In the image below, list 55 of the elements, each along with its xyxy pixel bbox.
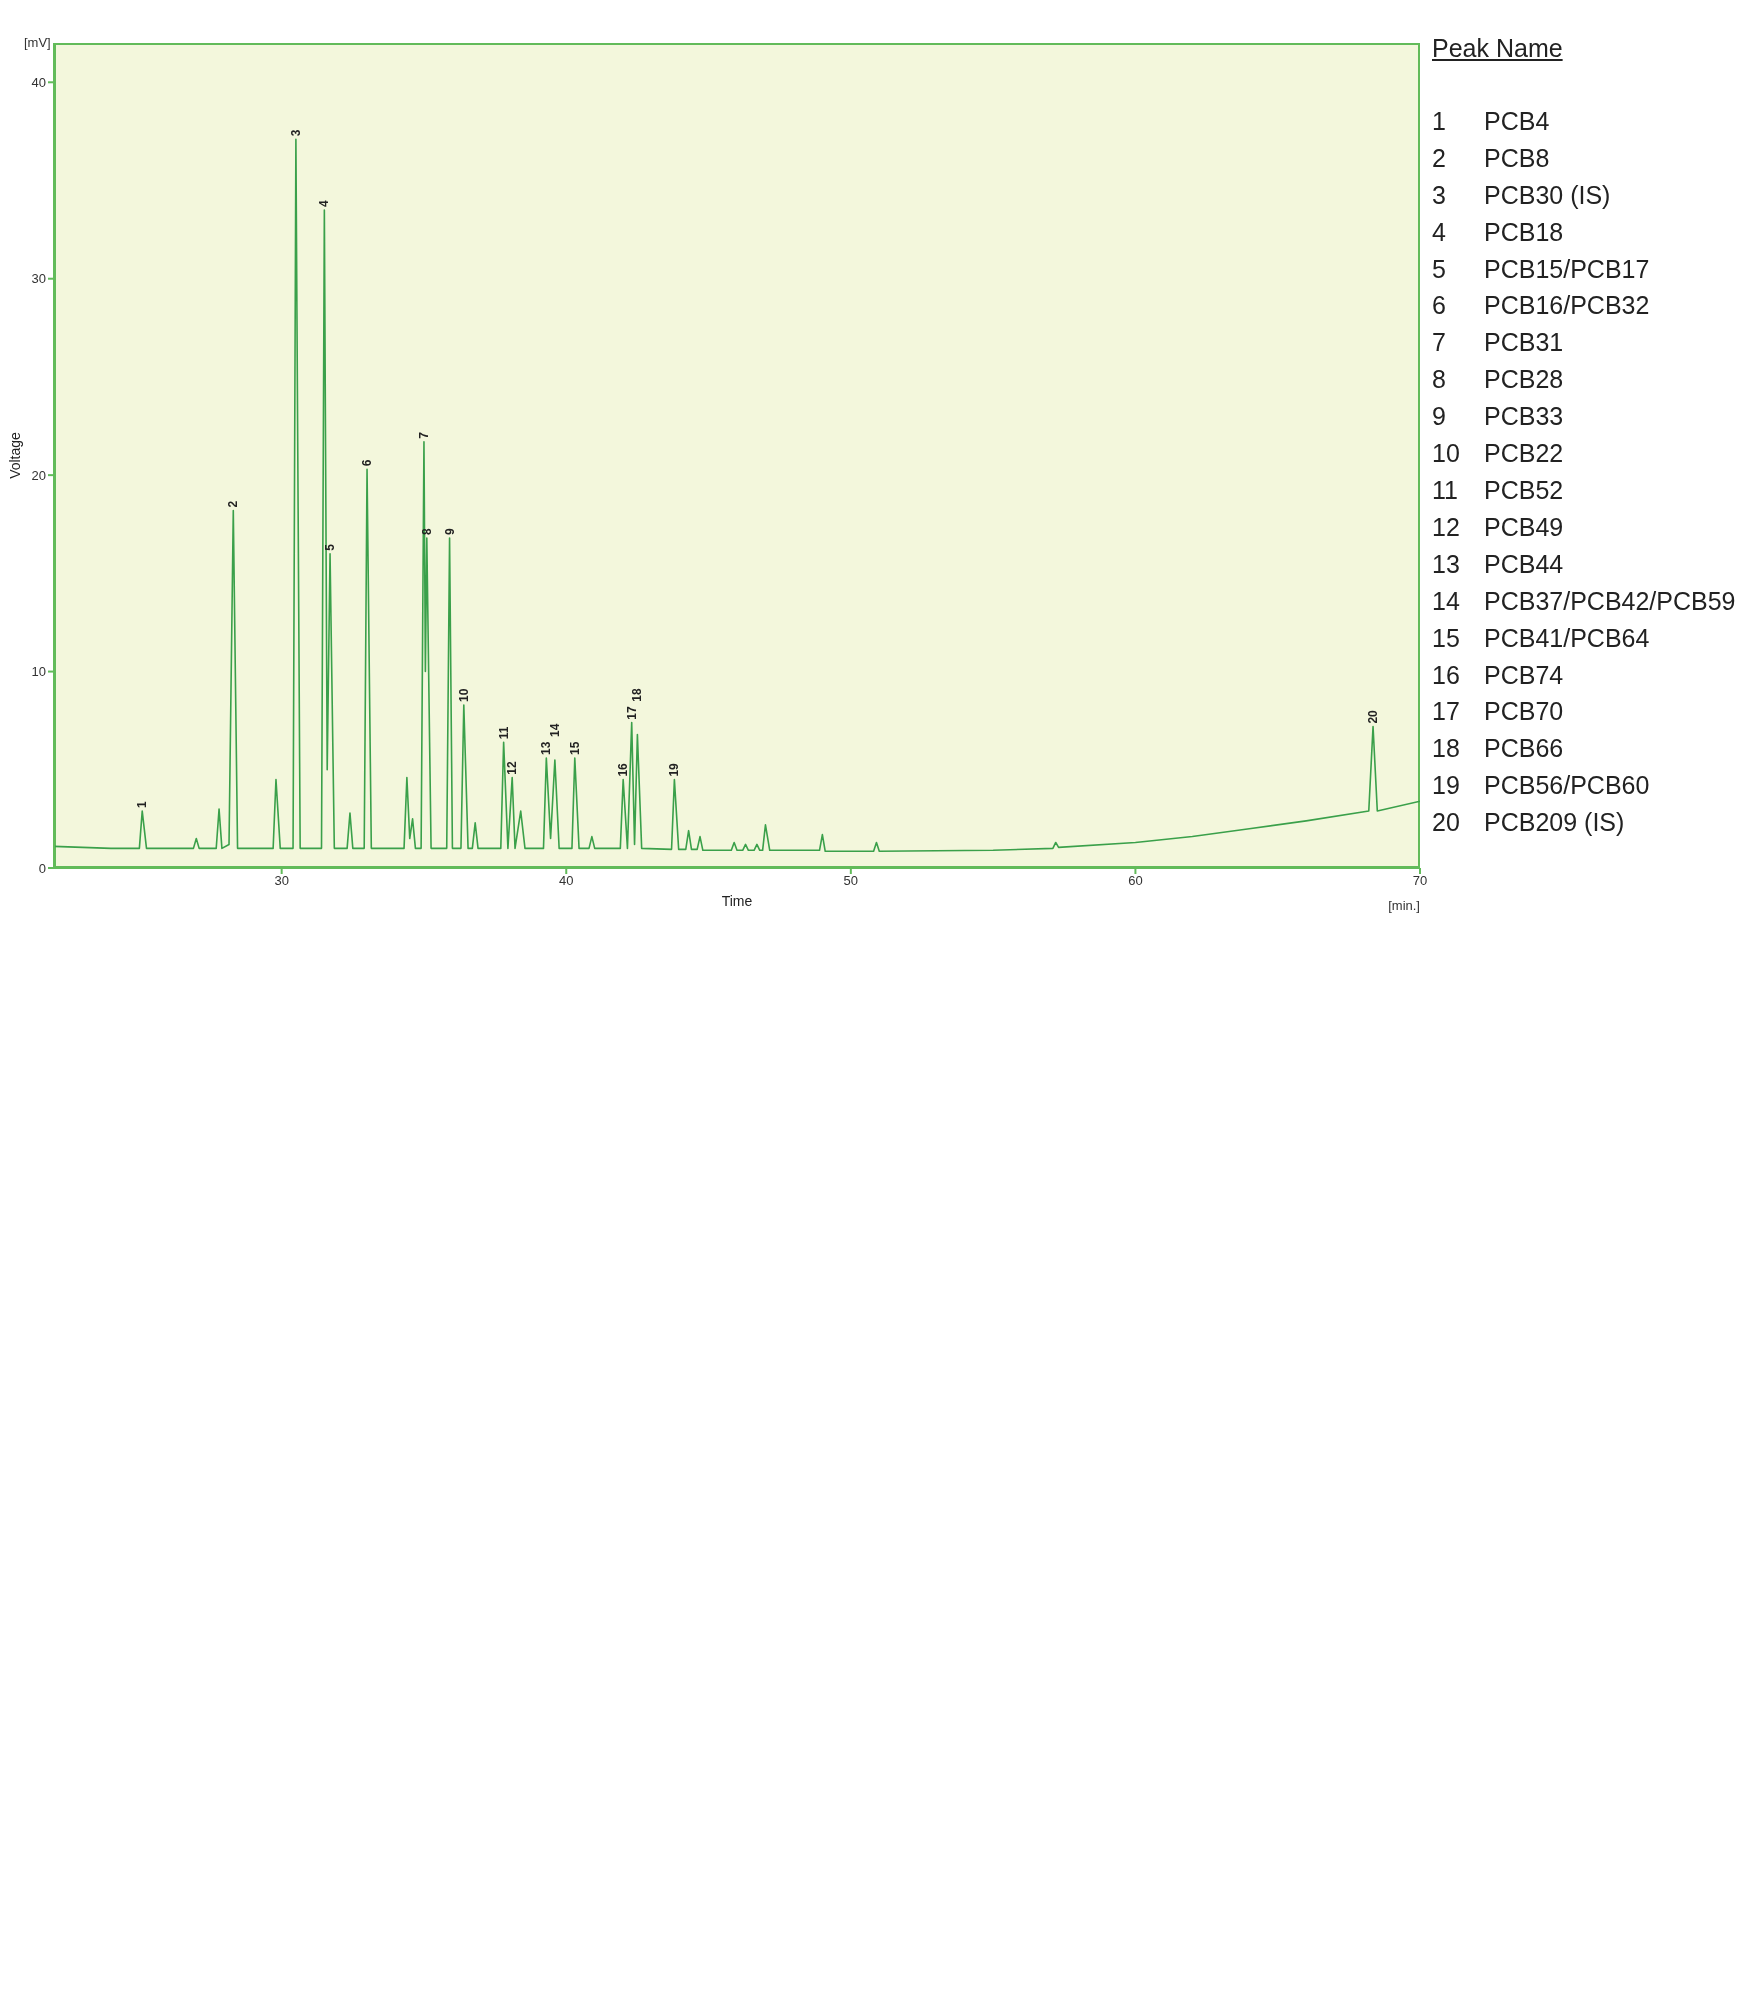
text: 5 PCB15/PCB17 — [1432, 254, 1650, 283]
annotation: 6 — [360, 459, 375, 467]
annotation: 12 — [505, 760, 520, 775]
text: 15 PCB41/PCB64 — [1432, 622, 1650, 654]
annotation: 15 — [567, 741, 582, 755]
x-tick-label: 30 — [274, 873, 289, 889]
text: 2 PCB8 — [1432, 143, 1550, 172]
x-tick-label: 40 — [559, 873, 574, 889]
y-tick-label: 0 — [38, 860, 46, 876]
annotation: 5 — [323, 543, 338, 551]
text: [mV] — [24, 35, 51, 50]
annotation: 4 — [317, 199, 332, 207]
annotation: 16 — [616, 762, 631, 777]
text: 11 PCB52 — [1432, 474, 1564, 506]
text: 13 PCB44 — [1432, 548, 1564, 580]
text: 6 PCB16/PCB32 — [1432, 291, 1650, 320]
annotation: 8 — [419, 528, 434, 535]
annotation: 17 — [624, 705, 639, 720]
annotation: 10 — [456, 688, 471, 702]
annotation: 13 — [539, 741, 554, 755]
annotation: 1 — [135, 801, 150, 809]
x-axis-title: Time — [721, 893, 753, 909]
text: 20 PCB209 (IS) — [1432, 807, 1625, 839]
text: 4 PCB18 — [1432, 217, 1564, 246]
annotation: 7 — [416, 431, 431, 439]
text: 16 PCB74 — [1432, 659, 1564, 691]
annotation: 19 — [667, 762, 682, 777]
text: [min.] — [1388, 898, 1420, 913]
annotation: 2 — [226, 500, 241, 508]
annotation: 9 — [442, 528, 457, 535]
text: 8 PCB28 — [1432, 365, 1564, 394]
y-tick-label: 40 — [31, 74, 46, 90]
y-tick-label: 30 — [31, 271, 46, 287]
x-tick-label: 50 — [843, 873, 859, 889]
text: 17 PCB70 — [1432, 696, 1564, 728]
annotation: 20 — [1366, 709, 1381, 724]
text: 12 PCB49 — [1432, 511, 1564, 543]
text: 18 PCB66 — [1432, 733, 1564, 765]
annotation: 3 — [288, 129, 303, 137]
text: 3 PCB30 (IS) — [1432, 180, 1611, 209]
x-tick-label: 70 — [1412, 873, 1428, 889]
text: Peak Name — [1432, 33, 1564, 64]
y-axis-title: Voltage — [7, 431, 23, 479]
y-tick-label: 20 — [31, 467, 46, 483]
annotation: 14 — [547, 723, 562, 737]
text: 7 PCB31 — [1432, 328, 1564, 357]
text: 10 PCB22 — [1432, 438, 1564, 470]
text: 9 PCB33 — [1432, 402, 1564, 431]
annotation: 18 — [630, 687, 645, 702]
y-tick-label: 10 — [31, 664, 46, 680]
text: 19 PCB56/PCB60 — [1432, 770, 1650, 802]
text: 1 PCB4 — [1432, 106, 1550, 135]
text: 14 PCB37/PCB42/PCB59 — [1432, 585, 1736, 617]
x-tick-label: 60 — [1128, 873, 1143, 889]
annotation: 11 — [496, 726, 511, 740]
